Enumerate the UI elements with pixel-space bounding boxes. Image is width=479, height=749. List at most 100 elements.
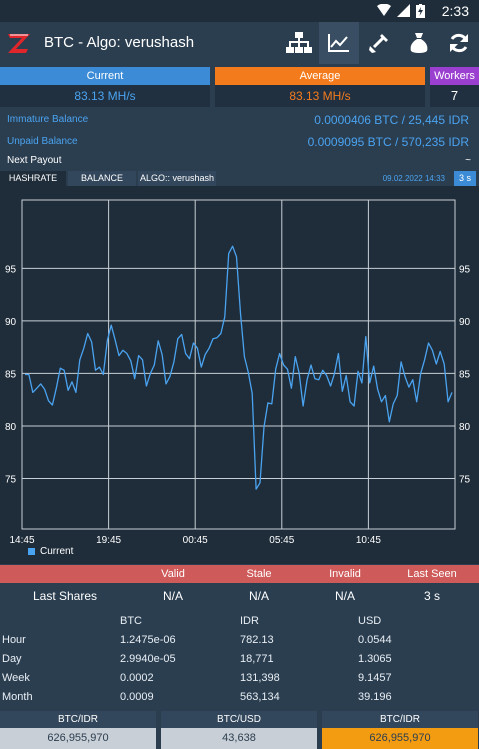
immature-balance-value: 0.0000406 BTC / 25,445 IDR	[314, 113, 469, 127]
x-tick-label: 00:45	[183, 535, 208, 546]
earnings-btc: 0.0009	[120, 691, 154, 703]
earnings-header-idr: IDR	[240, 615, 259, 627]
current-value: 83.13 MH/s	[0, 85, 210, 107]
current-label: Current	[0, 67, 210, 85]
average-hashrate: Average 83.13 MH/s	[215, 67, 425, 107]
next-payout-row: Next Payout ~	[0, 152, 479, 170]
earnings-header-btc: BTC	[120, 615, 142, 627]
earnings-idr: 131,398	[240, 672, 280, 684]
average-label: Average	[215, 67, 425, 85]
y-tick-label-right: 95	[459, 264, 471, 275]
rate-label: BTC/IDR	[322, 711, 478, 728]
y-tick-label-left: 85	[5, 369, 17, 380]
hashrate-summary: Current 83.13 MH/s Average 83.13 MH/s Wo…	[0, 67, 479, 107]
table-row: Hour 1.2475e-06 782.13 0.0544	[0, 631, 479, 650]
y-tick-label-right: 75	[459, 475, 471, 486]
earnings-period: Hour	[2, 634, 26, 646]
earnings-table: BTC IDR USD Hour 1.2475e-06 782.13 0.054…	[0, 612, 479, 707]
chart-legend: Current	[28, 546, 73, 557]
table-row: Week 0.0002 131,398 9.1457	[0, 669, 479, 688]
mining-button[interactable]	[359, 22, 399, 64]
y-tick-label-left: 80	[5, 422, 17, 433]
earnings-usd: 0.0544	[358, 634, 392, 646]
shares-invalid: N/A	[334, 589, 355, 603]
rate-btc-idr-selected[interactable]: BTC/IDR 626,955,970	[322, 711, 478, 749]
legend-label: Current	[40, 546, 74, 557]
clock: 2:33	[441, 3, 469, 19]
toolbar-actions	[279, 22, 479, 64]
workers-value: 7	[430, 85, 479, 107]
chart-timestamp: 09.02.2022 14:33	[382, 174, 445, 183]
status-bar: 2:33	[0, 0, 479, 22]
chart-button[interactable]	[319, 22, 359, 64]
earnings-period: Month	[2, 691, 33, 703]
hashrate-chart-svg: 14:45 19:45 00:45 05:45 10:45 75 75 80 80 85 85 90 9…	[5, 199, 471, 546]
shares-header: Valid Stale Invalid Last Seen	[0, 565, 479, 583]
shares-header-valid: Valid	[161, 568, 185, 580]
tab-algo[interactable]: ALGO:: verushash	[138, 171, 216, 186]
next-payout-label: Next Payout	[7, 155, 62, 166]
rate-label: BTC/IDR	[0, 711, 156, 728]
shares-header-invalid: Invalid	[329, 568, 361, 580]
average-value: 83.13 MH/s	[215, 85, 425, 107]
rate-value: 626,955,970	[322, 728, 478, 749]
x-tick-label: 10:45	[356, 535, 381, 546]
app-title: BTC - Algo: verushash	[44, 34, 195, 51]
rate-label: BTC/USD	[161, 711, 317, 728]
rate-btc-usd[interactable]: BTC/USD 43,638	[161, 711, 317, 749]
rate-value: 43,638	[161, 728, 317, 749]
legend-swatch	[28, 548, 35, 555]
tab-balance[interactable]: BALANCE	[68, 171, 136, 186]
y-tick-label-right: 80	[459, 422, 471, 433]
hashrate-chart: 14:45 19:45 00:45 05:45 10:45 75 75 80 80 85 85 90 9…	[0, 186, 479, 564]
series-line-current	[25, 245, 453, 490]
unpaid-balance-value: 0.0009095 BTC / 570,235 IDR	[307, 135, 469, 149]
chart-tabs: HASHRATE BALANCE ALGO:: verushash 09.02.…	[0, 171, 479, 186]
earnings-header-usd: USD	[358, 615, 382, 627]
earnings-usd: 9.1457	[358, 672, 392, 684]
tab-hashrate[interactable]: HASHRATE	[0, 171, 66, 186]
y-tick-label-right: 90	[459, 317, 471, 328]
earnings-btc: 1.2475e-06	[120, 634, 176, 646]
current-hashrate: Current 83.13 MH/s	[0, 67, 210, 107]
shares-row-label: Last Shares	[32, 589, 98, 603]
shares-stale: N/A	[248, 589, 269, 603]
shares-last-seen: 3 s	[423, 589, 440, 603]
status-icons	[377, 4, 425, 18]
earnings-idr: 18,771	[240, 653, 274, 665]
workers-button[interactable]	[279, 22, 319, 64]
y-tick-label-left: 95	[5, 264, 17, 275]
unpaid-balance-row: Unpaid Balance 0.0009095 BTC / 570,235 I…	[0, 132, 479, 152]
earnings-period: Day	[2, 653, 22, 665]
earnings-btc: 0.0002	[120, 672, 154, 684]
y-tick-label-left: 75	[5, 475, 17, 486]
shares-row: Last Shares N/A N/A N/A 3 s	[0, 585, 479, 607]
wifi-icon	[377, 4, 391, 16]
chart-icon	[328, 34, 349, 52]
table-row: Month 0.0009 563,134 39.196	[0, 688, 479, 707]
exchange-rates: BTC/IDR 626,955,970 BTC/USD 43,638 BTC/I…	[0, 711, 479, 749]
x-tick-label: 19:45	[96, 535, 121, 546]
plot-frame	[21, 199, 456, 530]
earnings-idr: 563,134	[240, 691, 280, 703]
rate-btc-idr[interactable]: BTC/IDR 626,955,970	[0, 711, 156, 749]
workers-count[interactable]: Workers 7	[430, 67, 479, 107]
refresh-icon	[450, 33, 468, 53]
shovel-icon	[369, 34, 388, 53]
rate-value: 626,955,970	[0, 728, 156, 749]
x-tick-label: 14:45	[9, 535, 34, 546]
shares-header-last-seen: Last Seen	[407, 568, 457, 580]
money-bag-icon	[410, 33, 428, 53]
interval-button[interactable]: 3 s	[454, 171, 476, 186]
earnings-header: BTC IDR USD	[0, 612, 479, 631]
refresh-button[interactable]	[439, 22, 479, 64]
payouts-button[interactable]	[399, 22, 439, 64]
table-row: Day 2.9940e-05 18,771 1.3065	[0, 650, 479, 669]
app-logo-icon	[8, 34, 30, 53]
app-bar: BTC - Algo: verushash	[0, 22, 479, 64]
y-tick-label-right: 85	[459, 369, 471, 380]
signal-icon	[397, 4, 410, 17]
next-payout-value: ~	[465, 155, 471, 166]
shares-header-stale: Stale	[246, 568, 272, 580]
workers-label: Workers	[430, 67, 479, 85]
